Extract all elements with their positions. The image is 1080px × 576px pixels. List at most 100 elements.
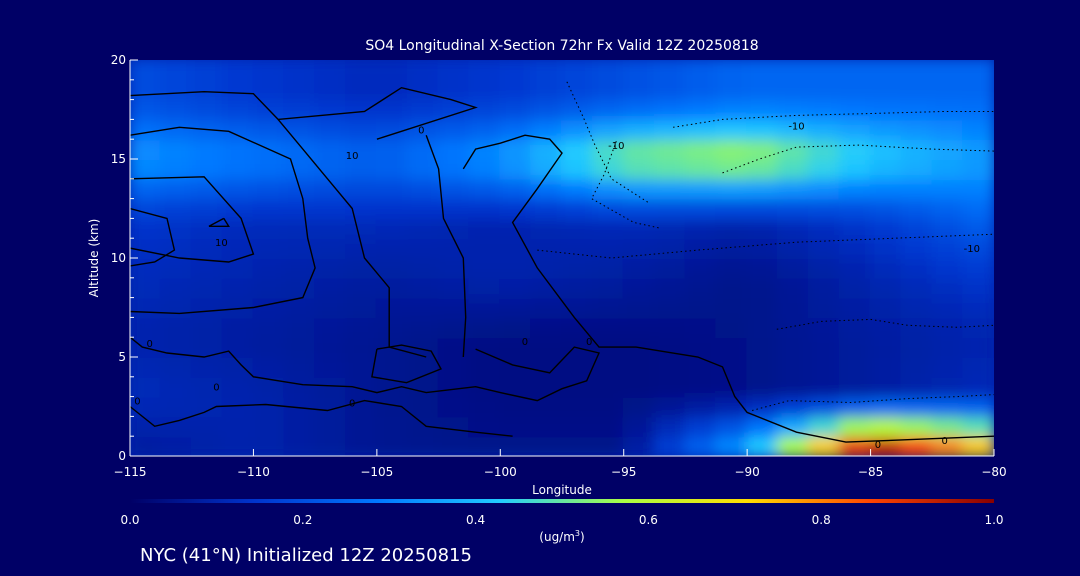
- field-cell: [931, 78, 965, 101]
- field-cell: [900, 158, 934, 180]
- field-cell: [807, 316, 841, 339]
- field-cell: [746, 118, 779, 141]
- field-cell: [252, 237, 286, 259]
- field-cell: [437, 375, 471, 398]
- field-cell: [345, 98, 378, 121]
- field-cell: [869, 197, 903, 220]
- field-cell: [838, 395, 872, 418]
- field-cell: [221, 276, 255, 299]
- field-cell: [221, 336, 255, 358]
- field-cell: [530, 177, 563, 200]
- field-cell: [807, 98, 841, 121]
- field-cell: [931, 276, 965, 299]
- field-cell: [252, 415, 286, 438]
- field-cell: [807, 336, 841, 358]
- field-cell: [375, 177, 409, 200]
- field-cell: [468, 138, 502, 160]
- field-cell: [777, 98, 810, 121]
- field-cell: [622, 375, 656, 398]
- field-cell: [777, 356, 810, 378]
- field-cell: [468, 197, 502, 220]
- field-cell: [499, 375, 533, 398]
- field-cell: [190, 356, 224, 378]
- field-cell: [499, 78, 533, 101]
- field-cell: [715, 158, 749, 180]
- field-cell: [221, 60, 255, 81]
- field-cell: [314, 98, 347, 121]
- field-cell: [345, 118, 378, 141]
- field-cell: [591, 375, 625, 398]
- field-cell: [807, 356, 841, 378]
- field-cell: [561, 276, 594, 299]
- contour-line: [425, 134, 467, 358]
- field-cell: [561, 78, 594, 101]
- field-cell: [375, 435, 409, 456]
- field-cell: [468, 296, 502, 319]
- field-cell: [869, 118, 903, 141]
- field-cell: [530, 336, 563, 358]
- field-cell: [622, 316, 656, 339]
- field-cell: [715, 415, 749, 438]
- field-cell: [406, 217, 440, 240]
- field-cell: [591, 356, 625, 378]
- field-cell: [130, 118, 162, 141]
- field-cell: [130, 78, 162, 101]
- field-cell: [622, 296, 656, 319]
- field-cell: [777, 138, 810, 160]
- field-cell: [159, 356, 193, 378]
- field-cell: [530, 276, 563, 299]
- field-cell: [252, 276, 286, 299]
- field-cell: [159, 197, 193, 220]
- field-cell: [622, 435, 656, 456]
- field-cell: [468, 237, 502, 259]
- field-cell: [406, 118, 440, 141]
- field-cell: [653, 395, 687, 418]
- field-cell: [468, 60, 502, 81]
- field-cell: [375, 197, 409, 220]
- field-cell: [190, 138, 224, 160]
- field-cell: [900, 336, 934, 358]
- contour-line: [751, 394, 994, 411]
- field-cell: [684, 395, 718, 418]
- field-cell: [900, 237, 934, 259]
- field-cell: [931, 177, 965, 200]
- field-cell: [807, 415, 841, 438]
- field-cell: [622, 158, 656, 180]
- field-cell: [777, 197, 810, 220]
- field-cell: [931, 237, 965, 259]
- field-cell: [406, 356, 440, 378]
- field-cell: [190, 158, 224, 180]
- field-cell: [900, 276, 934, 299]
- field-cell: [838, 217, 872, 240]
- field-cell: [499, 177, 533, 200]
- field-cell: [190, 435, 224, 456]
- contour-label: -10: [964, 244, 980, 255]
- field-cell: [807, 78, 841, 101]
- contour-line: [130, 207, 176, 267]
- field-cell: [252, 336, 286, 358]
- field-cell: [561, 257, 594, 279]
- y-axis-label: Altitude (km): [87, 219, 101, 298]
- field-cell: [900, 415, 934, 438]
- field-cell: [283, 257, 317, 279]
- field-cell: [869, 237, 903, 259]
- field-cell: [962, 98, 994, 121]
- field-cell: [591, 217, 625, 240]
- field-cell: [746, 138, 779, 160]
- field-cell: [777, 237, 810, 259]
- field-cell: [130, 435, 162, 456]
- field-cell: [561, 138, 594, 160]
- field-cell: [159, 98, 193, 121]
- field-cell: [900, 435, 934, 456]
- contour-line: [722, 144, 994, 174]
- field-cell: [468, 356, 502, 378]
- field-cell: [653, 415, 687, 438]
- field-cell: [746, 336, 779, 358]
- field-cell: [221, 78, 255, 101]
- field-cell: [499, 158, 533, 180]
- concentration-field: [130, 60, 994, 456]
- field-cell: [499, 197, 533, 220]
- field-cell: [591, 158, 625, 180]
- field-cell: [130, 336, 162, 358]
- field-cell: [777, 435, 810, 456]
